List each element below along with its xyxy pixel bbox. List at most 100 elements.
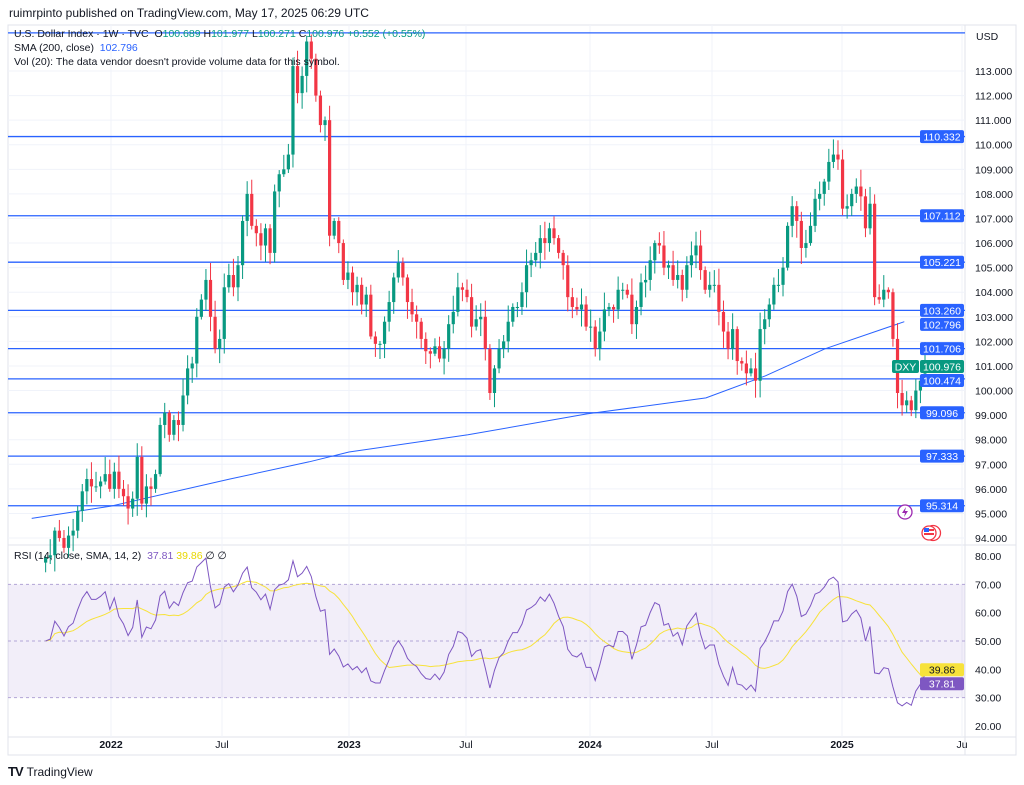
candle-body (882, 289, 886, 300)
level-badge (920, 209, 964, 223)
candle-body (827, 161, 831, 182)
candle-body (259, 233, 263, 246)
candle-body (99, 481, 103, 487)
candle-body (740, 361, 744, 364)
candle-body (341, 243, 345, 280)
candle-body (240, 220, 245, 266)
candle-body (644, 279, 648, 283)
candle-body (616, 289, 620, 310)
candle-body (323, 120, 327, 126)
candle-body (694, 245, 698, 256)
rsi-tick-label: 70.00 (975, 579, 1001, 591)
candle-body (575, 306, 579, 310)
candle-body (190, 363, 194, 369)
publisher-line: ruimrpinto published on TradingView.com,… (9, 6, 369, 20)
candle-body (726, 331, 730, 349)
candle-body (529, 260, 533, 266)
rsi-value: 37.81 (147, 550, 174, 562)
candle-body (66, 535, 71, 548)
candle-body (790, 206, 794, 226)
level-badge (920, 255, 964, 269)
price-tick-label: 104.000 (975, 287, 1013, 299)
flash-icon[interactable] (897, 504, 913, 520)
level-badge-label: 101.706 (923, 344, 961, 356)
candle-body (108, 474, 112, 489)
rsi-tick-label: 50.00 (975, 636, 1001, 648)
candle-body (460, 287, 465, 290)
price-tick-label: 94.000 (975, 533, 1007, 545)
candle-body (268, 228, 272, 253)
time-tick-label: 2024 (578, 739, 602, 751)
candle-body (44, 557, 48, 563)
sma-badge (920, 317, 964, 331)
candle-body (332, 220, 336, 236)
currency-label[interactable]: USD (976, 31, 999, 43)
candle-body (634, 306, 639, 325)
us-flag-events-icon[interactable] (921, 524, 942, 542)
tradingview-logo[interactable]: TV TradingView (8, 764, 93, 779)
candle-body (263, 228, 268, 246)
open-label: O (154, 28, 163, 40)
price-tick-label: 107.000 (975, 213, 1013, 225)
last-price-badge-label: 100.976 (923, 362, 961, 374)
symbol-legend[interactable]: U.S. Dollar Index · 1W · TVC O100.689 H1… (14, 28, 425, 40)
candle-body (566, 265, 570, 298)
price-tick-label: 99.000 (975, 410, 1007, 422)
time-tick-label: Jul (215, 739, 228, 751)
price-axis[interactable]: 113.000 112.000 111.000 110.000 109.000 108.0… (975, 66, 1013, 545)
rsi-ma-line (45, 580, 926, 680)
price-tick-label: 108.000 (975, 189, 1013, 201)
candle-body (611, 306, 616, 310)
candle-body (909, 400, 913, 411)
candle-body (387, 302, 391, 322)
price-tick-label: 110.000 (975, 140, 1012, 152)
sma-legend[interactable]: SMA (200, close) 102.796 (14, 42, 138, 54)
rsi-legend[interactable]: RSI (14, close, SMA, 14, 2) 37.81 39.86 … (14, 550, 227, 562)
candle-body (561, 252, 565, 266)
candle-body (195, 316, 199, 364)
time-axis[interactable]: 2022 Jul 2023 Jul 2024 Jul 2025 Ju (99, 739, 967, 751)
candle-body (831, 154, 835, 162)
rsi-tick-label: 30.00 (975, 693, 1001, 705)
candle-body (671, 265, 675, 280)
candle-body (593, 326, 597, 349)
candle-body (89, 479, 94, 487)
candle-body (666, 265, 671, 268)
candle-body (703, 270, 707, 290)
candle-body (579, 304, 584, 310)
candle-body (676, 275, 680, 280)
candle-body (570, 297, 574, 307)
price-tick-label: 96.000 (975, 484, 1007, 496)
candle-body (905, 400, 909, 406)
candle-body (218, 338, 222, 349)
candle-body (71, 530, 75, 536)
candle-body (520, 292, 524, 307)
candle-body (419, 321, 423, 339)
time-tick-label: 2022 (99, 739, 123, 751)
price-tick-label: 106.000 (975, 238, 1013, 250)
candle-body (492, 368, 497, 393)
candle-body (176, 420, 181, 425)
volume-legend[interactable]: Vol (20): The data vendor doesn't provid… (14, 56, 340, 68)
rsi-axis[interactable]: 80.00 70.00 60.00 50.00 40.00 30.00 20.00 (975, 551, 1001, 733)
candle-body (158, 424, 162, 475)
candle-body (254, 225, 258, 234)
rsi-tick-label: 80.00 (975, 551, 1001, 563)
candle-body (199, 299, 203, 317)
candle-body (369, 294, 373, 337)
candle-body (786, 225, 790, 268)
level-badge (920, 130, 964, 144)
candle-body (94, 486, 98, 488)
candle-body (914, 390, 918, 411)
candle-body (117, 471, 121, 489)
tradingview-logo-text: TradingView (26, 764, 93, 779)
candle-body (428, 351, 432, 354)
candles (44, 34, 927, 573)
candle-body (795, 206, 799, 221)
candle-body (708, 284, 712, 290)
candle-body (378, 343, 382, 345)
time-tick-label: Jul (459, 739, 472, 751)
level-badge (920, 406, 964, 420)
level-badge-label: 103.260 (923, 305, 961, 317)
